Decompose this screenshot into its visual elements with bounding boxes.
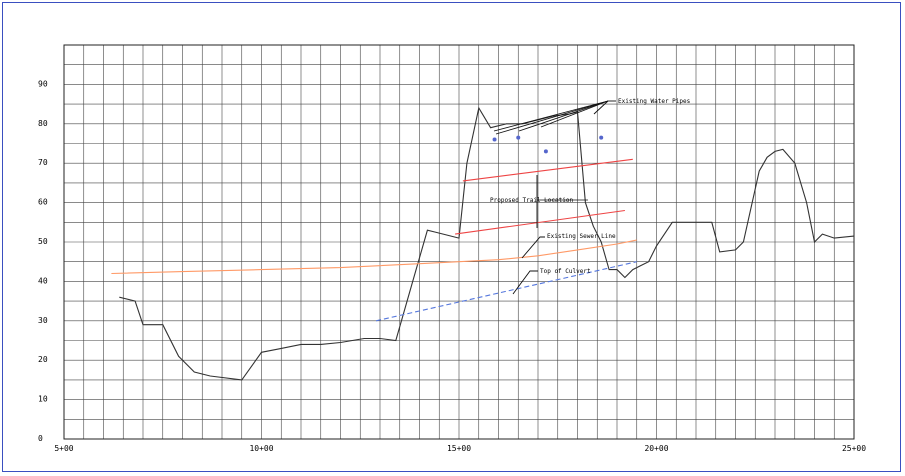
- annotations: Existing Water Pipes Proposed Trail Loca…: [490, 98, 691, 295]
- y-tick-label: 90: [38, 79, 48, 88]
- x-tick-label: 5+00: [54, 444, 73, 453]
- y-tick-label: 60: [38, 198, 48, 207]
- y-tick-label: 40: [38, 276, 48, 285]
- plot-border: [63, 44, 855, 440]
- annotation-culvert: Top of Culvert: [540, 268, 591, 275]
- x-tick-label: 20+00: [644, 444, 668, 453]
- x-tick-label: 10+00: [249, 444, 273, 453]
- leader-water-pipes: [540, 100, 609, 128]
- series-existing-sewer: [375, 261, 637, 322]
- series-top-of-culvert: [111, 239, 637, 275]
- grid: [63, 44, 855, 440]
- annotation-sewer: Existing Sewer Line: [547, 233, 616, 240]
- series-ground: [119, 106, 855, 381]
- leader-lines: [493, 100, 616, 295]
- y-tick-label: 20: [38, 355, 48, 364]
- annotation-trail: Proposed Trail Location: [490, 197, 573, 204]
- water-pipe-point: [599, 135, 604, 140]
- y-tick-label: 30: [38, 316, 48, 325]
- y-tick-label: 70: [38, 158, 48, 167]
- x-tick-label: 25+00: [842, 444, 866, 453]
- leader-culvert: [512, 270, 538, 295]
- leader-water-pipes: [493, 100, 609, 132]
- y-tick-label: 50: [38, 237, 48, 246]
- leader-sewer: [521, 236, 545, 259]
- leader-water-pipes: [518, 100, 609, 132]
- leader-water-pipes: [593, 100, 609, 115]
- leader-water-pipes: [495, 100, 609, 135]
- water-pipe-point: [543, 149, 548, 154]
- water-pipe-layer: [492, 135, 604, 154]
- series-trail-top: [462, 158, 633, 182]
- tick-labels: 0 10 20 30 40 50 60 70 80 90 5+00 10+00 15+00 20+00 25…: [38, 79, 866, 453]
- y-tick-label: 80: [38, 119, 48, 128]
- y-tick-label: 0: [38, 434, 43, 443]
- water-pipe-point: [492, 137, 497, 142]
- annotation-water-pipes: Existing Water Pipes: [618, 98, 691, 105]
- series-layer: [111, 106, 855, 381]
- y-tick-label: 10: [38, 395, 48, 404]
- water-pipe-point: [516, 135, 521, 140]
- x-tick-label: 15+00: [447, 444, 471, 453]
- series-trail-bottom: [455, 209, 625, 235]
